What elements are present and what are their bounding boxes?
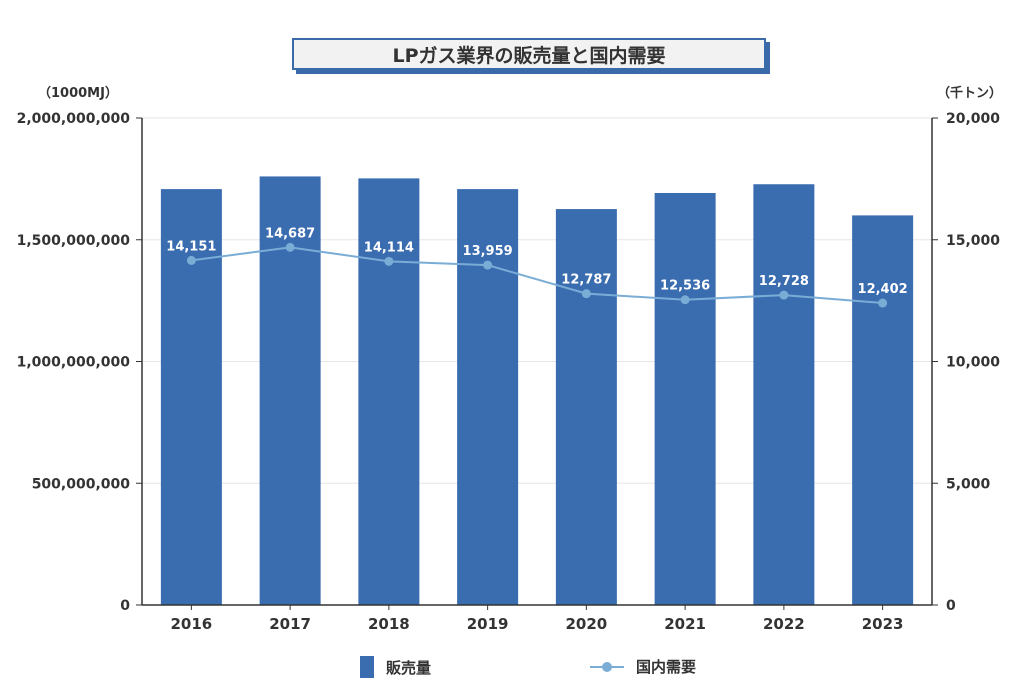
left-tick-label: 1,500,000,000 xyxy=(17,233,131,249)
legend-line-label: 国内需要 xyxy=(636,658,697,676)
data-label-domestic-demand: 12,787 xyxy=(561,273,611,288)
point-domestic-demand xyxy=(285,242,295,252)
bar-sales xyxy=(852,215,914,605)
bar-sales xyxy=(753,184,815,605)
line-domestic-demand xyxy=(191,246,883,305)
x-tick-label: 2019 xyxy=(467,615,509,633)
bar-sales xyxy=(457,189,519,606)
right-tick-label: 0 xyxy=(946,598,956,614)
data-label-domestic-demand: 13,959 xyxy=(463,244,513,259)
chart-title: LPガス業界の販売量と国内需要 xyxy=(292,38,766,70)
left-tick-label: 0 xyxy=(120,598,130,614)
point-domestic-demand xyxy=(779,290,789,300)
left-tick-label: 1,000,000,000 xyxy=(17,355,131,371)
x-tick-label: 2021 xyxy=(664,615,706,633)
legend-bar-label: 販売量 xyxy=(386,658,432,677)
data-label-domestic-demand: 14,114 xyxy=(364,240,414,255)
x-tick-label: 2023 xyxy=(862,615,904,633)
data-label-domestic-demand: 12,728 xyxy=(759,274,809,289)
point-domestic-demand xyxy=(384,256,394,266)
bar-sales xyxy=(555,209,617,605)
bar-sales xyxy=(358,178,420,605)
left-tick-label: 2,000,000,000 xyxy=(17,111,131,127)
legend-line-swatch xyxy=(590,661,624,672)
right-tick-label: 10,000 xyxy=(946,355,1000,371)
legend-item-line: 国内需要 xyxy=(590,656,696,677)
point-domestic-demand xyxy=(186,255,196,265)
x-tick-label: 2018 xyxy=(368,615,410,633)
legend-bar-swatch xyxy=(360,656,374,678)
point-domestic-demand xyxy=(581,289,591,299)
data-label-domestic-demand: 14,151 xyxy=(166,239,216,254)
point-domestic-demand xyxy=(878,298,888,308)
bar-sales xyxy=(654,192,716,606)
left-axis-unit: （1000MJ） xyxy=(38,86,118,101)
point-domestic-demand xyxy=(483,260,493,270)
right-axis-unit: （千トン） xyxy=(936,86,1002,101)
right-tick-label: 15,000 xyxy=(946,233,1000,249)
right-tick-label: 20,000 xyxy=(946,111,1000,127)
right-tick-label: 5,000 xyxy=(946,476,991,492)
x-tick-label: 2017 xyxy=(269,615,311,633)
x-tick-label: 2022 xyxy=(763,615,805,633)
point-domestic-demand xyxy=(680,295,690,305)
x-tick-label: 2016 xyxy=(171,615,213,633)
data-label-domestic-demand: 14,687 xyxy=(265,226,315,241)
data-label-domestic-demand: 12,402 xyxy=(858,282,908,297)
legend-item-bar: 販売量 xyxy=(360,656,431,678)
left-tick-label: 500,000,000 xyxy=(32,476,131,492)
data-label-domestic-demand: 12,536 xyxy=(660,279,710,294)
x-tick-label: 2020 xyxy=(566,615,608,633)
